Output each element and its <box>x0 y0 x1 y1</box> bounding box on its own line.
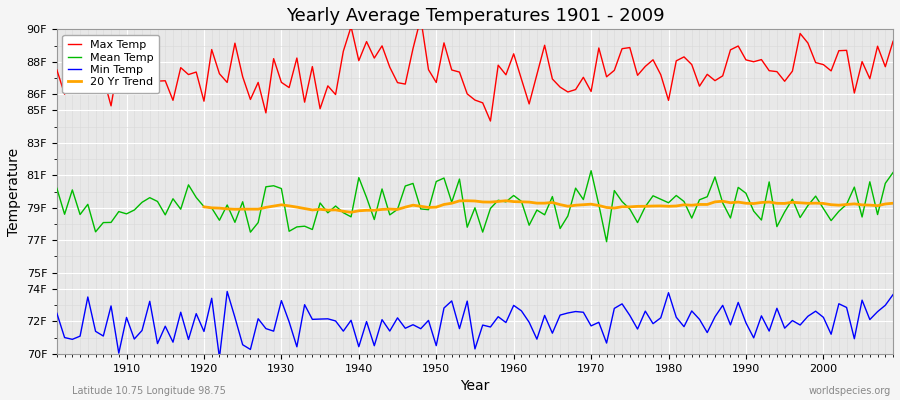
20 Yr Trend <box>872 203 883 208</box>
Max Temp <box>616 46 627 51</box>
Min Temp <box>113 351 124 356</box>
Max Temp <box>330 92 341 97</box>
Max Temp <box>416 16 427 21</box>
Min Temp <box>516 308 526 313</box>
Mean Temp <box>330 204 341 208</box>
Max Temp <box>113 58 124 63</box>
Min Temp <box>214 355 225 360</box>
20 Yr Trend <box>416 204 427 209</box>
Mean Temp <box>601 239 612 244</box>
20 Yr Trend <box>787 200 797 205</box>
Mean Temp <box>500 200 511 204</box>
X-axis label: Year: Year <box>460 379 490 393</box>
Max Temp <box>485 119 496 124</box>
Mean Temp <box>616 199 627 204</box>
Line: 20 Yr Trend: 20 Yr Trend <box>204 201 893 212</box>
20 Yr Trend <box>694 202 705 207</box>
Min Temp <box>299 302 310 307</box>
Title: Yearly Average Temperatures 1901 - 2009: Yearly Average Temperatures 1901 - 2009 <box>285 7 664 25</box>
Line: Min Temp: Min Temp <box>57 292 893 358</box>
Line: Max Temp: Max Temp <box>57 18 893 121</box>
20 Yr Trend <box>199 204 210 209</box>
Mean Temp <box>113 209 124 214</box>
Min Temp <box>616 302 627 306</box>
Min Temp <box>221 289 232 294</box>
Mean Temp <box>887 170 898 175</box>
Mean Temp <box>51 186 62 191</box>
Mean Temp <box>508 193 519 198</box>
20 Yr Trend <box>803 201 814 206</box>
Line: Mean Temp: Mean Temp <box>57 171 893 242</box>
Max Temp <box>51 68 62 72</box>
Max Temp <box>284 85 294 90</box>
Legend: Max Temp, Mean Temp, Min Temp, 20 Yr Trend: Max Temp, Mean Temp, Min Temp, 20 Yr Tre… <box>62 35 159 93</box>
Mean Temp <box>284 229 294 234</box>
20 Yr Trend <box>292 205 302 210</box>
Min Temp <box>887 292 898 297</box>
Min Temp <box>524 320 535 325</box>
Text: worldspecies.org: worldspecies.org <box>809 386 891 396</box>
Min Temp <box>346 318 356 323</box>
Min Temp <box>51 311 62 316</box>
20 Yr Trend <box>500 198 511 203</box>
Text: Latitude 10.75 Longitude 98.75: Latitude 10.75 Longitude 98.75 <box>72 386 226 396</box>
20 Yr Trend <box>887 201 898 206</box>
Max Temp <box>887 39 898 44</box>
Max Temp <box>524 102 535 106</box>
Y-axis label: Temperature: Temperature <box>7 148 21 236</box>
Mean Temp <box>586 168 597 173</box>
20 Yr Trend <box>346 210 356 215</box>
Max Temp <box>516 77 526 82</box>
